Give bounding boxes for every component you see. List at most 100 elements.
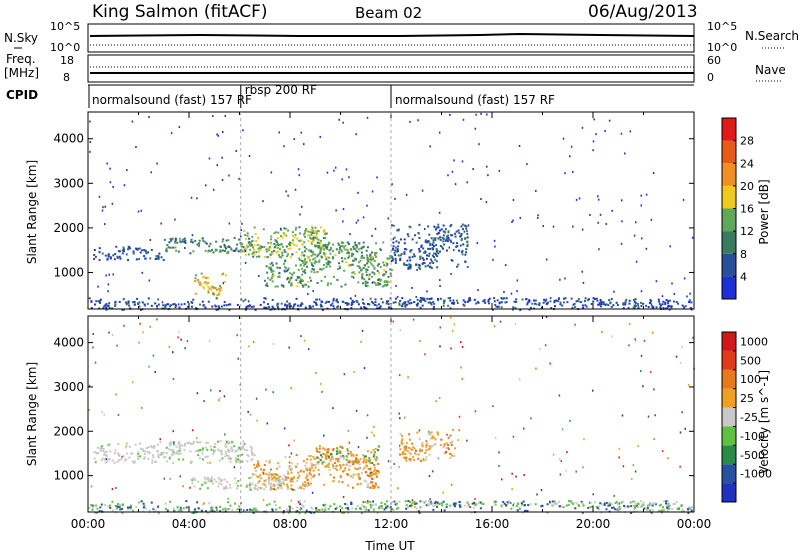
echo-cell (518, 506, 521, 509)
echo-cell (578, 505, 581, 508)
echo-cell (598, 508, 601, 511)
echo-cell (399, 453, 402, 456)
echo-cell (209, 509, 212, 512)
echo-cell (119, 508, 122, 511)
echo-cell (633, 506, 636, 509)
echo-cell (163, 456, 166, 459)
echo-cell (105, 454, 108, 457)
echo-cell (375, 456, 378, 459)
echo-cell (207, 478, 210, 481)
echo-cell (403, 264, 406, 267)
echo-cell (139, 501, 142, 504)
echo-cell (160, 256, 163, 259)
echo-cell (303, 232, 306, 235)
echo-cell (320, 305, 323, 308)
echo-cell (288, 346, 290, 349)
echo-cell (219, 389, 221, 392)
echo-cell (100, 503, 103, 506)
colorbar-swatch (722, 350, 736, 370)
echo-cell (164, 502, 167, 505)
echo-cell (338, 265, 341, 268)
echo-cell (90, 485, 93, 488)
echo-cell (385, 300, 388, 303)
echo-cell (342, 220, 344, 223)
echo-cell (658, 300, 661, 303)
echo-cell (295, 279, 298, 282)
echo-cell (386, 263, 389, 266)
echo-cell (558, 505, 561, 508)
echo-cell (415, 241, 418, 244)
echo-cell (264, 297, 267, 300)
echo-cell (108, 331, 110, 334)
echo-cell (652, 502, 655, 505)
echo-cell (409, 298, 412, 301)
echo-cell (636, 302, 639, 305)
echo-cell (115, 393, 117, 396)
echo-cell (225, 445, 228, 448)
echo-cell (447, 174, 449, 177)
echo-cell (400, 441, 403, 444)
echo-cell (278, 266, 281, 269)
echo-cell (424, 300, 427, 303)
echo-cell (278, 479, 281, 482)
echo-cell (307, 483, 310, 486)
echo-cell (306, 479, 308, 482)
echo-cell (436, 266, 439, 269)
echo-cell (433, 225, 436, 228)
echo-cell (418, 429, 421, 432)
echo-cell (589, 506, 592, 509)
echo-cell (463, 224, 466, 227)
echo-cell (304, 257, 307, 260)
echo-cell (419, 296, 422, 299)
echo-cell (432, 436, 435, 439)
echo-cell (253, 253, 256, 256)
echo-cell (379, 248, 382, 251)
echo-cell (304, 464, 307, 467)
echo-cell (479, 501, 482, 504)
echo-cell (466, 300, 469, 303)
echo-cell (222, 282, 225, 285)
echo-cell (270, 171, 273, 174)
echo-cell (257, 236, 260, 239)
echo-cell (439, 236, 442, 239)
echo-cell (271, 274, 274, 277)
echo-cell (427, 432, 430, 435)
echo-cell (137, 210, 140, 213)
echo-cell (162, 304, 165, 307)
echo-cell (671, 507, 674, 510)
x-tick-label: 16:00 (475, 517, 510, 531)
echo-cell (398, 412, 401, 415)
echo-cell (461, 160, 464, 163)
echo-cell (545, 298, 548, 301)
echo-cell (301, 483, 304, 486)
echo-cell (385, 284, 388, 287)
echo-cell (363, 302, 366, 305)
echo-cell (219, 245, 222, 248)
echo-cell (218, 284, 221, 287)
echo-cell (190, 478, 193, 481)
echo-cell (307, 281, 310, 284)
echo-cell (399, 448, 402, 451)
echo-cell (569, 155, 571, 158)
echo-cell (394, 249, 397, 252)
echo-cell (315, 448, 318, 451)
echo-cell (250, 243, 253, 246)
echo-cell (310, 506, 313, 509)
echo-cell (510, 507, 513, 510)
echo-cell (690, 301, 693, 304)
echo-cell (252, 248, 255, 251)
echo-cell (582, 466, 584, 469)
echo-cell (460, 251, 463, 254)
echo-cell (309, 279, 312, 282)
echo-cell (329, 459, 332, 462)
echo-cell (288, 467, 291, 470)
echo-cell (148, 365, 150, 368)
echo-cell (403, 452, 406, 455)
echo-cell (620, 199, 623, 202)
echo-cell (247, 253, 250, 256)
echo-cell (235, 458, 238, 461)
echo-cell (430, 267, 433, 270)
echo-cell (105, 458, 108, 461)
echo-cell (321, 308, 324, 311)
echo-cell (664, 301, 667, 304)
